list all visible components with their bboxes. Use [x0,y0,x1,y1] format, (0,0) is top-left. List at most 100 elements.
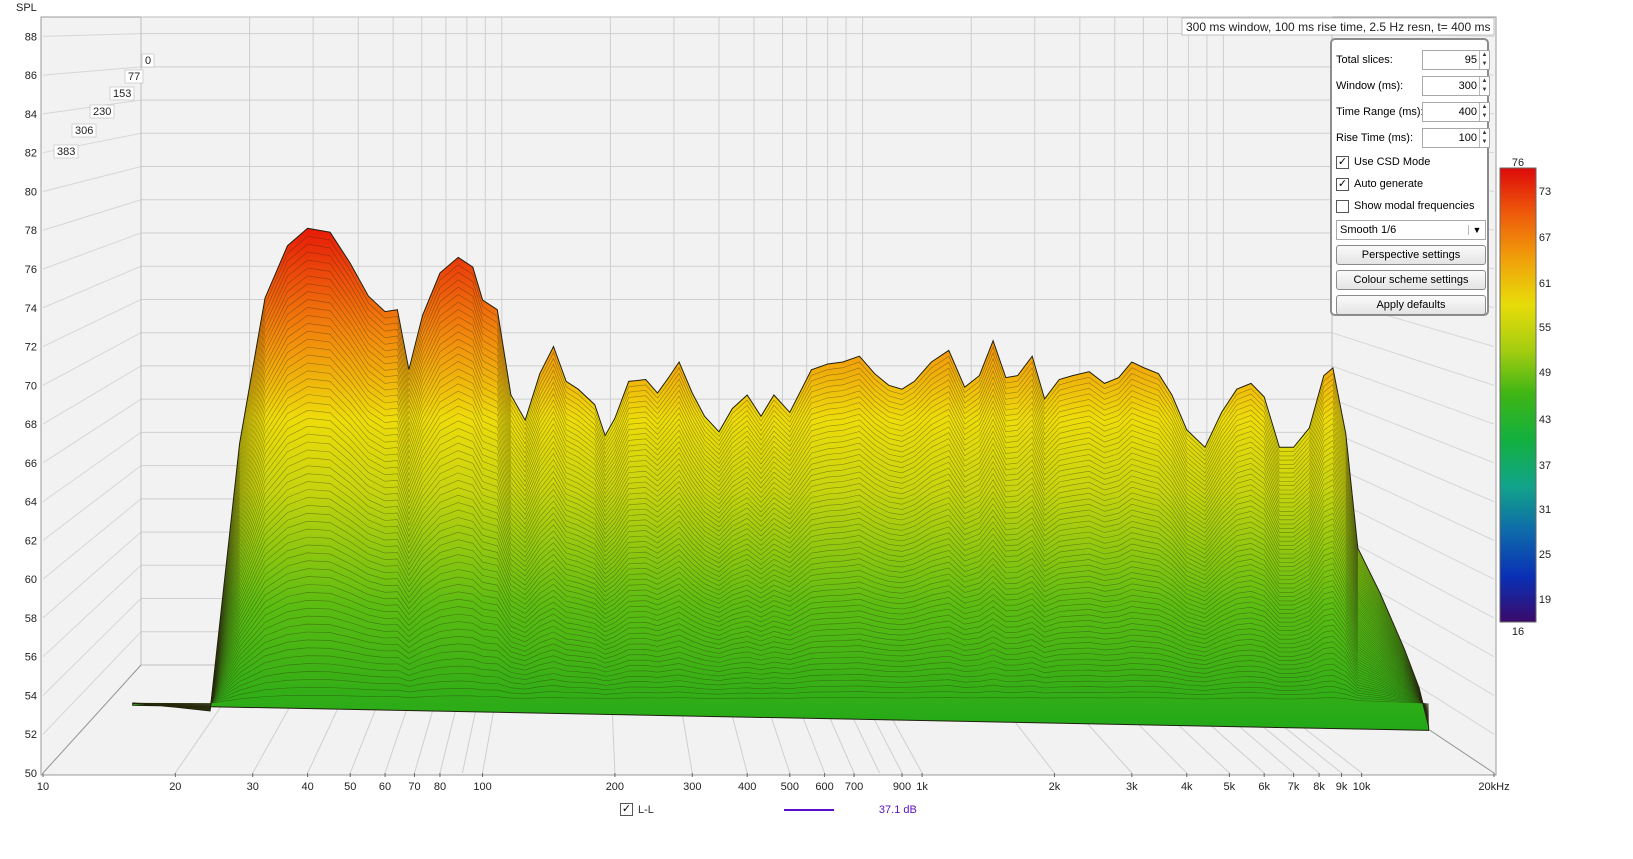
colour-scheme-settings-button[interactable]: Colour scheme settings [1336,270,1486,290]
csd-slice [132,378,1429,720]
csd-slice [132,481,1429,715]
use-csd-row[interactable]: ✓ Use CSD Mode [1336,152,1486,172]
x-tick-label: 30 [247,781,259,793]
csd-slice [132,283,1429,724]
x-tick-label: 50 [344,781,356,793]
auto-generate-row[interactable]: ✓ Auto generate [1336,174,1486,194]
csd-slice [132,576,1429,710]
colorbar-tick-label: 25 [1539,549,1551,561]
down-arrow-icon[interactable]: ▼ [1481,139,1488,145]
total-slices-stepper[interactable]: ▲▼ [1422,50,1490,70]
csd-slice [132,386,1429,719]
floor-edge-left [42,664,142,774]
legend: ✓ L-L 37.1 dB [620,803,917,816]
y-tick-label: 70 [25,380,37,392]
csd-slice [132,520,1429,713]
colorbar-tick-label: 43 [1539,414,1551,426]
x-tick-label: 600 [815,781,833,793]
csd-slice [132,639,1429,707]
csd-slice [132,449,1429,716]
grid-line-side [42,465,142,541]
grid-line-side [1331,332,1495,386]
csd-slice [132,409,1429,718]
window-input[interactable] [1423,77,1479,95]
csd-slice [132,315,1429,723]
window-stepper[interactable]: ▲▼ [1422,76,1490,96]
time-range-input[interactable] [1423,103,1479,121]
smoothing-select[interactable]: Smooth 1/6 ▼ [1336,220,1486,240]
csd-slice [132,584,1429,710]
x-tick-label: 10k [1353,781,1371,793]
x-tick-label: 2k [1049,781,1061,793]
csd-slice [132,687,1429,705]
title-box [1181,17,1495,36]
colorbar-tick-label: 49 [1539,367,1551,379]
up-arrow-icon[interactable]: ▲ [1481,78,1488,84]
y-axis-label: SPL [16,2,37,14]
colorbar-tick-label: 55 [1539,322,1551,334]
csd-slice [132,243,1429,726]
apply-defaults-button[interactable]: Apply defaults [1336,295,1486,315]
modal-frequencies-checkbox[interactable] [1336,199,1349,213]
csd-slice [132,489,1429,714]
auto-generate-label: Auto generate [1354,178,1424,190]
y-tick-label: 64 [25,497,37,509]
x-tick-label: 60 [379,781,391,793]
chevron-down-icon[interactable]: ▼ [1468,225,1485,235]
use-csd-checkbox[interactable]: ✓ [1336,155,1349,169]
x-tick-label: 9k [1336,781,1348,793]
y-tick-label: 74 [25,303,37,315]
x-tick-label: 8k [1313,781,1325,793]
y-tick-label: 78 [25,225,37,237]
csd-slice [132,235,1429,727]
csd-slice [132,504,1429,714]
down-arrow-icon[interactable]: ▼ [1481,61,1488,67]
time-range-label: Time Range (ms): [1336,106,1424,118]
up-arrow-icon[interactable]: ▲ [1481,104,1488,110]
x-tick-label: 5k [1224,781,1236,793]
csd-slice [132,370,1429,720]
rise-time-input[interactable] [1423,129,1479,147]
down-arrow-icon[interactable]: ▼ [1481,113,1488,119]
grid-line-side [42,33,142,37]
colorbar-tick-label: 19 [1539,594,1551,606]
surface-fill [132,227,1430,731]
csd-slice [132,671,1429,706]
rise-time-stepper[interactable]: ▲▼ [1422,128,1490,148]
grid-line-side [1331,431,1495,503]
grid-line-side [1331,498,1495,580]
down-arrow-icon[interactable]: ▼ [1481,87,1488,93]
perspective-settings-button[interactable]: Perspective settings [1336,245,1486,265]
y-tick-label: 66 [25,458,37,470]
total-slices-input[interactable] [1423,51,1479,69]
y-tick-label: 58 [25,613,37,625]
csd-slice [132,473,1429,715]
legend-checkbox[interactable]: ✓ [620,803,633,816]
grid-line-side [1331,465,1495,541]
window-row: Window (ms): ▲▼ [1336,76,1490,96]
csd-slice [132,607,1429,709]
x-tick-label: 70 [408,781,420,793]
auto-generate-checkbox[interactable]: ✓ [1336,177,1349,191]
up-arrow-icon[interactable]: ▲ [1481,130,1488,136]
window-label: Window (ms): [1336,80,1404,92]
depth-tick-box [141,53,155,68]
csd-slice [132,465,1429,715]
smoothing-value: Smooth 1/6 [1340,224,1397,236]
csd-slice [132,560,1429,711]
x-tick-label: 900 [893,781,911,793]
grid-line-side [42,498,142,580]
colorbar: 76 73 67 61 55 49 43 37 31 25 19 16 [1499,157,1551,638]
csd-slice [132,528,1429,712]
time-range-stepper[interactable]: ▲▼ [1422,102,1490,122]
up-arrow-icon[interactable]: ▲ [1481,52,1488,58]
csd-slice [132,631,1429,707]
chart-title: 300 ms window, 100 ms rise time, 2.5 Hz … [1186,20,1490,34]
depth-tick-box [53,144,79,159]
modal-frequencies-row[interactable]: Show modal frequencies [1336,196,1486,216]
csd-slice [132,599,1429,709]
rise-time-label: Rise Time (ms): [1336,132,1413,144]
csd-slice [132,291,1429,724]
csd-slice [132,362,1429,720]
